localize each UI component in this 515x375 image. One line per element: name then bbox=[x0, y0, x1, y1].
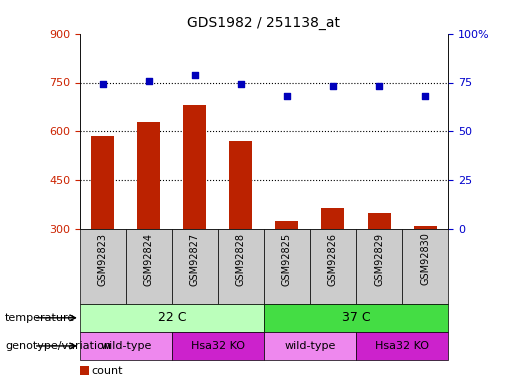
Text: GSM92829: GSM92829 bbox=[374, 232, 384, 285]
Bar bbox=[321, 208, 345, 229]
Text: GSM92830: GSM92830 bbox=[420, 232, 430, 285]
Text: 22 C: 22 C bbox=[158, 311, 186, 324]
Text: wild-type: wild-type bbox=[284, 341, 336, 351]
Text: genotype/variation: genotype/variation bbox=[5, 341, 111, 351]
Bar bbox=[229, 141, 252, 229]
Text: 37 C: 37 C bbox=[341, 311, 370, 324]
Point bbox=[283, 93, 291, 99]
Bar bbox=[264, 332, 356, 360]
Bar bbox=[264, 229, 310, 304]
Text: count: count bbox=[92, 366, 123, 375]
Bar bbox=[172, 229, 218, 304]
Bar bbox=[414, 225, 437, 229]
Text: temperature: temperature bbox=[5, 313, 75, 323]
Point bbox=[99, 81, 107, 87]
Title: GDS1982 / 251138_at: GDS1982 / 251138_at bbox=[187, 16, 340, 30]
Text: GSM92827: GSM92827 bbox=[190, 232, 200, 286]
Point bbox=[145, 78, 153, 84]
Text: GSM92828: GSM92828 bbox=[236, 232, 246, 285]
Text: GSM92823: GSM92823 bbox=[98, 232, 108, 285]
Point bbox=[237, 81, 245, 87]
Text: GSM92824: GSM92824 bbox=[144, 232, 154, 285]
Point bbox=[329, 83, 337, 89]
Point bbox=[191, 72, 199, 78]
Bar bbox=[138, 122, 160, 229]
Bar bbox=[264, 304, 448, 332]
Bar bbox=[356, 229, 402, 304]
Bar bbox=[80, 304, 264, 332]
Bar bbox=[356, 332, 448, 360]
Bar bbox=[91, 136, 114, 229]
Text: Hsa32 KO: Hsa32 KO bbox=[191, 341, 245, 351]
Bar bbox=[276, 220, 299, 229]
Point bbox=[421, 93, 429, 99]
Bar bbox=[172, 332, 264, 360]
Text: GSM92825: GSM92825 bbox=[282, 232, 292, 286]
Bar bbox=[126, 229, 172, 304]
Bar bbox=[80, 332, 172, 360]
Text: GSM92826: GSM92826 bbox=[328, 232, 338, 285]
Bar bbox=[368, 213, 390, 229]
Point bbox=[375, 83, 383, 89]
Bar bbox=[80, 229, 126, 304]
Bar bbox=[218, 229, 264, 304]
Bar bbox=[183, 105, 207, 229]
Bar bbox=[310, 229, 356, 304]
Text: wild-type: wild-type bbox=[100, 341, 151, 351]
Text: Hsa32 KO: Hsa32 KO bbox=[375, 341, 429, 351]
Bar bbox=[402, 229, 448, 304]
